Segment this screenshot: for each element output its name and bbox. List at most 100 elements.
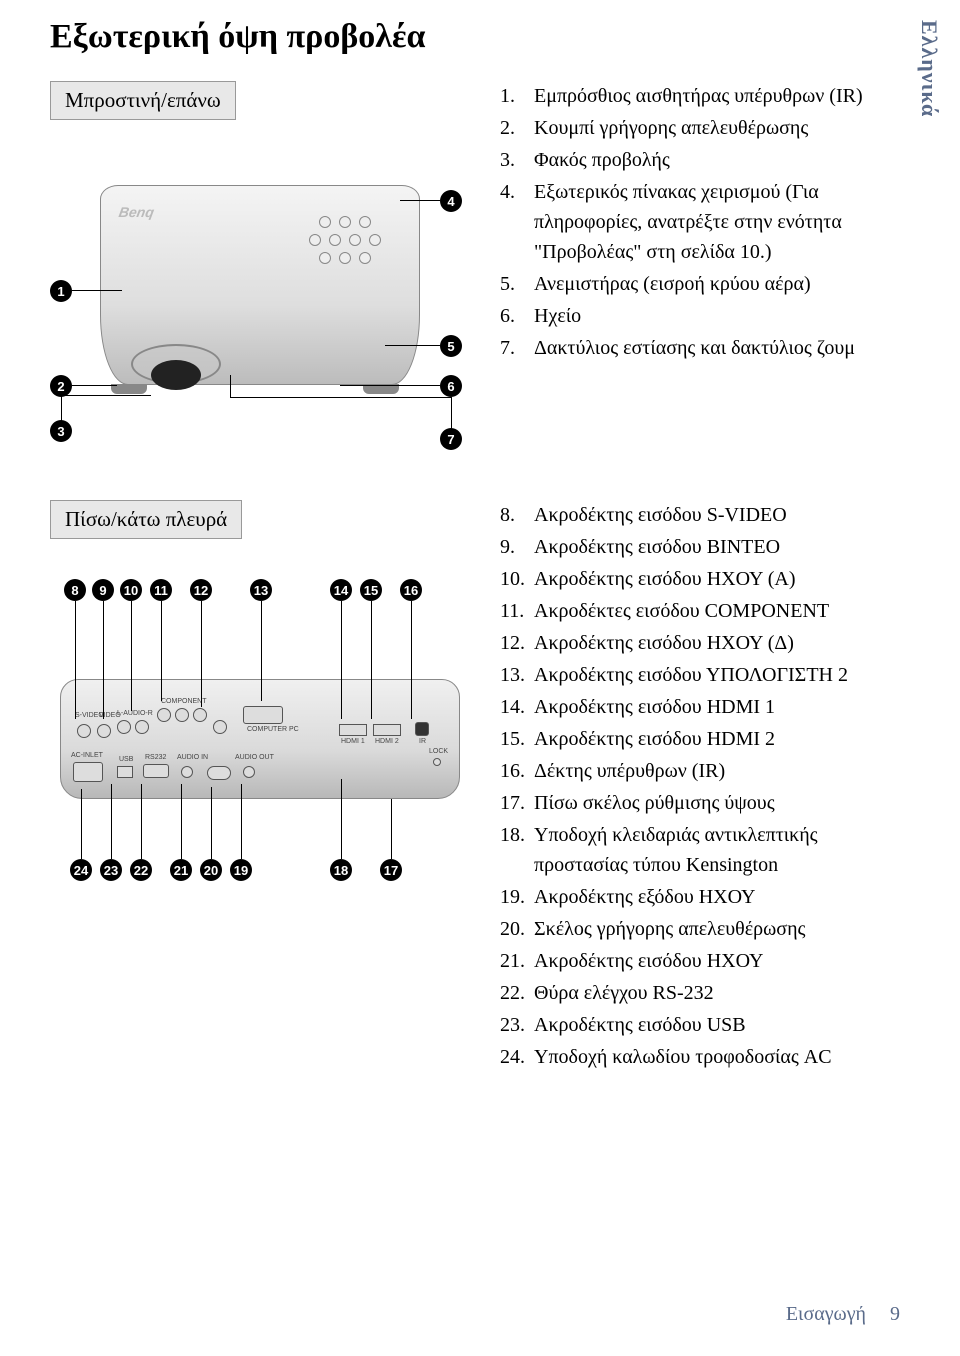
callout-9: 9 [92, 579, 114, 601]
list-item-text: Θύρα ελέγχου RS-232 [534, 978, 910, 1008]
diagram-front: Μπροστινή/επάνω Benq [50, 81, 470, 470]
list-item-number: 17. [500, 788, 534, 818]
footer-section: Εισαγωγή [786, 1303, 866, 1326]
list-item-text: Φακός προβολής [534, 145, 910, 175]
list-item-text: Ακροδέκτης εισόδου ΒΙΝΤΕΟ [534, 532, 910, 562]
list-item: 21.Ακροδέκτης εισόδου ΗΧΟΥ [500, 946, 910, 976]
list-item: 24.Υποδοχή καλωδίου τροφοδοσίας AC [500, 1042, 910, 1072]
list-item: 6.Ηχείο [500, 301, 910, 331]
list-item: 15.Ακροδέκτης εισόδου HDMI 2 [500, 724, 910, 754]
callout-18: 18 [330, 859, 352, 881]
list-item-text: Σκέλος γρήγορης απελευθέρωσης [534, 914, 910, 944]
list-item-number: 23. [500, 1010, 534, 1040]
projector-rear-illustration: 8 9 10 11 12 13 14 15 16 [50, 559, 470, 889]
section-front-top: Μπροστινή/επάνω Benq [50, 81, 910, 470]
list-item-text: Εμπρόσθιος αισθητήρας υπέρυθρων (IR) [534, 81, 910, 111]
list-item: 2.Κουμπί γρήγορης απελευθέρωσης [500, 113, 910, 143]
callout-2: 2 [50, 375, 72, 397]
list-item-number: 11. [500, 596, 534, 626]
list-item-text: Ηχείο [534, 301, 910, 331]
list-item-number: 20. [500, 914, 534, 944]
callout-8: 8 [64, 579, 86, 601]
list-item-text: Ακροδέκτης εξόδου ΗΧΟΥ [534, 882, 910, 912]
list-item: 22.Θύρα ελέγχου RS-232 [500, 978, 910, 1008]
callout-13: 13 [250, 579, 272, 601]
list-item: 23.Ακροδέκτης εισόδου USB [500, 1010, 910, 1040]
section-label-front: Μπροστινή/επάνω [50, 81, 236, 120]
list-item-number: 19. [500, 882, 534, 912]
list-item: 8.Ακροδέκτης εισόδου S-VIDEO [500, 500, 910, 530]
list-item: 5.Ανεμιστήρας (εισροή κρύου αέρα) [500, 269, 910, 299]
callout-7: 7 [440, 428, 462, 450]
list-item-text: Ακροδέκτης εισόδου S-VIDEO [534, 500, 910, 530]
list-item: 17.Πίσω σκέλος ρύθμισης ύψους [500, 788, 910, 818]
section-rear-bottom: Πίσω/κάτω πλευρά 8 9 10 11 12 13 14 15 1… [50, 500, 910, 1074]
list-front: 1.Εμπρόσθιος αισθητήρας υπέρυθρων (IR)2.… [500, 81, 910, 365]
callout-1: 1 [50, 280, 72, 302]
list-item-text: Ανεμιστήρας (εισροή κρύου αέρα) [534, 269, 910, 299]
projector-front-illustration: Benq [50, 130, 470, 470]
list-item-number: 1. [500, 81, 534, 111]
list-item-text: Δακτύλιος εστίασης και δακτύλιος ζουμ [534, 333, 910, 363]
callout-20: 20 [200, 859, 222, 881]
list-item-number: 21. [500, 946, 534, 976]
list-item-number: 16. [500, 756, 534, 786]
callout-15: 15 [360, 579, 382, 601]
callout-23: 23 [100, 859, 122, 881]
callout-10: 10 [120, 579, 142, 601]
diagram-rear: Πίσω/κάτω πλευρά 8 9 10 11 12 13 14 15 1… [50, 500, 470, 889]
list-item: 3.Φακός προβολής [500, 145, 910, 175]
language-tab: Ελληνικά [916, 20, 942, 117]
list-item-number: 15. [500, 724, 534, 754]
callout-16: 16 [400, 579, 422, 601]
callout-21: 21 [170, 859, 192, 881]
list-item: 7.Δακτύλιος εστίασης και δακτύλιος ζουμ [500, 333, 910, 363]
list-item-number: 9. [500, 532, 534, 562]
list-item-number: 22. [500, 978, 534, 1008]
list-item: 1.Εμπρόσθιος αισθητήρας υπέρυθρων (IR) [500, 81, 910, 111]
callout-4: 4 [440, 190, 462, 212]
section-label-rear: Πίσω/κάτω πλευρά [50, 500, 242, 539]
callout-12: 12 [190, 579, 212, 601]
callout-14: 14 [330, 579, 352, 601]
list-item-text: Ακροδέκτης εισόδου HDMI 2 [534, 724, 910, 754]
list-item-number: 18. [500, 820, 534, 880]
footer-page-number: 9 [890, 1303, 900, 1326]
list-item-number: 3. [500, 145, 534, 175]
list-item: 13.Ακροδέκτης εισόδου ΥΠΟΛΟΓΙΣΤΗ 2 [500, 660, 910, 690]
list-item-number: 24. [500, 1042, 534, 1072]
list-item-text: Υποδοχή κλειδαριάς αντικλεπτικής προστασ… [534, 820, 910, 880]
list-item-number: 4. [500, 177, 534, 267]
list-item-number: 6. [500, 301, 534, 331]
callout-17: 17 [380, 859, 402, 881]
list-item: 11.Ακροδέκτες εισόδου COMPONENT [500, 596, 910, 626]
callout-24: 24 [70, 859, 92, 881]
list-item: 4.Εξωτερικός πίνακας χειρισμού (Για πληρ… [500, 177, 910, 267]
list-item-number: 5. [500, 269, 534, 299]
list-item-text: Δέκτης υπέρυθρων (IR) [534, 756, 910, 786]
list-item-number: 13. [500, 660, 534, 690]
list-item: 9.Ακροδέκτης εισόδου ΒΙΝΤΕΟ [500, 532, 910, 562]
list-item: 12.Ακροδέκτης εισόδου ΗΧΟΥ (Δ) [500, 628, 910, 658]
list-item-text: Ακροδέκτης εισόδου HDMI 1 [534, 692, 910, 722]
page-title: Εξωτερική όψη προβολέα [50, 18, 910, 56]
list-item-text: Κουμπί γρήγορης απελευθέρωσης [534, 113, 910, 143]
list-item-number: 14. [500, 692, 534, 722]
callout-3: 3 [50, 420, 72, 442]
list-item: 20.Σκέλος γρήγορης απελευθέρωσης [500, 914, 910, 944]
list-item-text: Εξωτερικός πίνακας χειρισμού (Για πληροφ… [534, 177, 910, 267]
list-item-text: Υποδοχή καλωδίου τροφοδοσίας AC [534, 1042, 910, 1072]
list-item: 19.Ακροδέκτης εξόδου ΗΧΟΥ [500, 882, 910, 912]
list-item-text: Ακροδέκτης εισόδου USB [534, 1010, 910, 1040]
list-item-text: Ακροδέκτης εισόδου ΥΠΟΛΟΓΙΣΤΗ 2 [534, 660, 910, 690]
callout-11: 11 [150, 579, 172, 601]
list-item-text: Ακροδέκτης εισόδου ΗΧΟΥ (Δ) [534, 628, 910, 658]
list-item: 14.Ακροδέκτης εισόδου HDMI 1 [500, 692, 910, 722]
list-item: 10.Ακροδέκτης εισόδου ΗΧΟΥ (Α) [500, 564, 910, 594]
callout-19: 19 [230, 859, 252, 881]
list-item-number: 7. [500, 333, 534, 363]
callout-5: 5 [440, 335, 462, 357]
callout-6: 6 [440, 375, 462, 397]
list-item-number: 10. [500, 564, 534, 594]
list-item: 16.Δέκτης υπέρυθρων (IR) [500, 756, 910, 786]
